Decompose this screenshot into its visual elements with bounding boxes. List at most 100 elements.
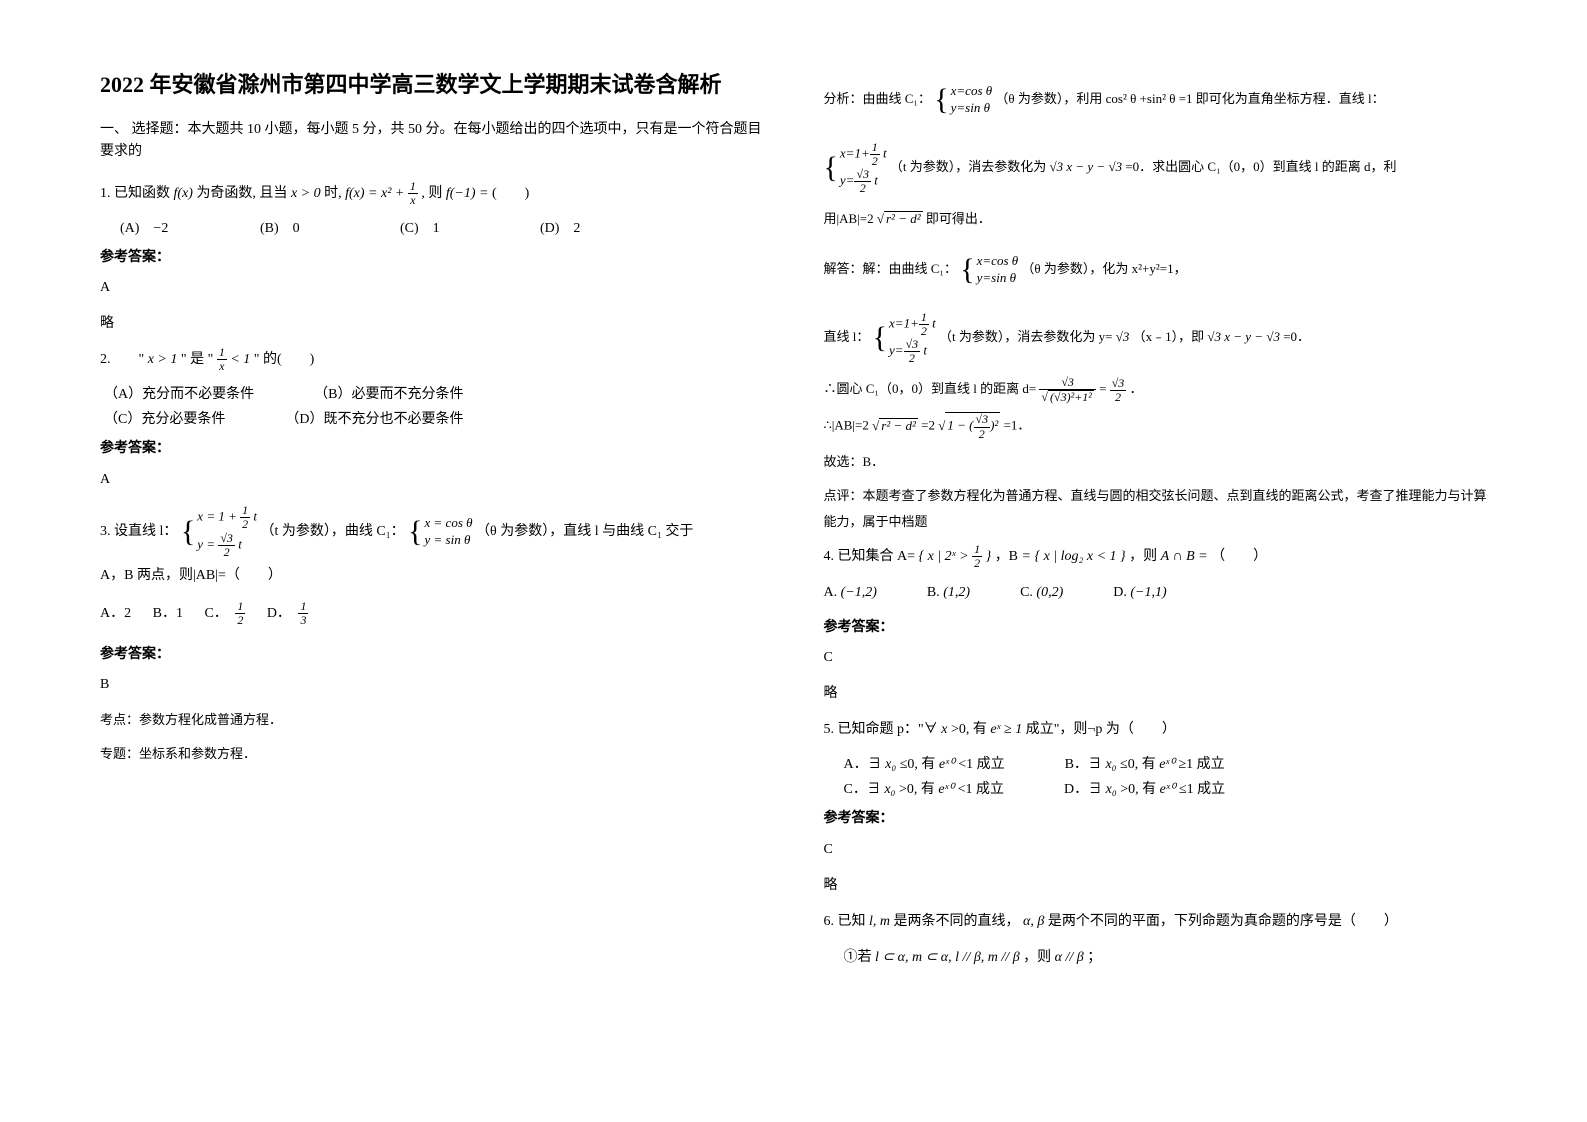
q6-sub1: ①若 l ⊂ α, m ⊂ α, l // β, m // β ，则 α // …: [844, 944, 1488, 972]
q5-optC: >0, 有: [899, 782, 935, 797]
q1-text: ( ): [492, 186, 529, 201]
q1-optB: (B) 0: [260, 216, 360, 241]
ex: eˣ⁰: [1159, 757, 1175, 772]
q2-text: " 是 ": [181, 352, 213, 367]
page-title: 2022 年安徽省滁州市第四中学高三数学文上学期期末试卷含解析: [100, 70, 764, 101]
sqrt3: √3: [1116, 329, 1130, 344]
q2-frac: 1x < 1: [217, 352, 250, 367]
ex: eˣ⁰: [938, 782, 954, 797]
text: =0．: [1283, 329, 1310, 344]
curve-param: x=cos θ y=sin θ: [934, 70, 992, 130]
text: ∴|AB|=2: [824, 418, 869, 433]
q4-text: （ ）: [1211, 549, 1267, 564]
analysis-p2: x=1+12 t y=√32 t （t 为参数），消去参数化为 √3 x − y…: [824, 138, 1488, 198]
analysis-p4: 解答：解：由曲线 C₁： x=cos θ y=sin θ （θ 为参数），化为 …: [824, 240, 1488, 300]
answer-label: 参考答案：: [100, 436, 764, 461]
q5-optB: ≥1 成立: [1179, 757, 1225, 772]
text: 解答：解：由曲线 C₁：: [824, 261, 957, 276]
curve-param: x=cos θ y=sin θ: [960, 240, 1018, 300]
analysis-p7: ∴|AB|=2 √r² − d² =2 √1 − (√32)² =1．: [824, 412, 1488, 440]
answer-label: 参考答案：: [100, 642, 764, 667]
q5-optB: B．∃: [1065, 757, 1102, 772]
text: （t 为参数），消去参数化为: [890, 159, 1046, 174]
q4-optB: (1,2): [943, 585, 970, 600]
q5-optD: >0, 有: [1120, 782, 1156, 797]
q6-text: 6. 已知: [824, 914, 866, 929]
answer-label: 参考答案：: [824, 806, 1488, 831]
analysis-p9: 点评：本题考查了参数方程化为普通方程、直线与圆的相交弦长问题、点到直线的距离公式…: [824, 483, 1488, 535]
q5-var: x: [941, 722, 951, 737]
q3-optD-pre: D．: [267, 606, 291, 621]
eq: √3 x − y − √3: [1207, 329, 1280, 344]
q1-optC: (C) 1: [400, 216, 500, 241]
question-3: 3. 设直线 l： x = 1 + 12 t y = √32 t （t 为参数）…: [100, 502, 764, 590]
q5-optC: <1 成立: [958, 782, 1004, 797]
q3-optC: 12: [235, 600, 245, 627]
section-heading: 一、 选择题：本大题共 10 小题，每小题 5 分，共 50 分。在每小题给出的…: [100, 119, 764, 164]
q3-optB: B．1: [153, 606, 183, 621]
q5-optD: D．∃: [1064, 782, 1102, 797]
text: =0．求出圆心 C₁（0，0）到直线 l 的距离 d，利: [1125, 159, 1396, 174]
q3-text: （θ 为参数），直线 l 与曲线 C₁ 交于: [476, 524, 693, 539]
q1-fx: f(x): [174, 186, 193, 201]
text: =2: [921, 418, 935, 433]
question-2: 2. " x > 1 " 是 " 1x < 1 " 的( ): [100, 346, 764, 374]
q4-answer: C: [824, 644, 1488, 672]
line-param: x=1+12 t y=√32 t: [824, 138, 887, 198]
sqrt: √r² − d²: [877, 211, 923, 226]
q3-note2: 专题：坐标系和参数方程．: [100, 741, 764, 767]
sqrt: √r² − d²: [872, 418, 918, 433]
q2-optB: （B）必要而不充分条件: [314, 382, 463, 407]
q2-text: 2. ": [100, 352, 144, 367]
q4-text: ，B: [995, 549, 1018, 564]
q1-cond: x > 0: [291, 186, 324, 201]
q4-optA: (−1,2): [841, 585, 877, 600]
q4-optB-pre: B.: [927, 585, 940, 600]
text: =1．: [1004, 418, 1031, 433]
q1-text: 1. 已知函数: [100, 186, 170, 201]
q1-optD: (D) 2: [540, 216, 640, 241]
q2-optA: （A）充分而不必要条件: [104, 382, 254, 407]
q2-text: " 的( ): [254, 352, 315, 367]
q6-sub-text: ①若: [844, 950, 872, 965]
q6-cond: l ⊂ α, m ⊂ α, l // β, m // β: [875, 950, 1023, 965]
q5-answer: C: [824, 836, 1488, 864]
answer-label: 参考答案：: [824, 615, 1488, 640]
q5-optA: A．∃: [844, 757, 882, 772]
q4-setA: { x | 2ˣ > 12 }: [919, 549, 992, 564]
q3-optC-pre: C．: [204, 606, 227, 621]
q4-options: A. (−1,2) B. (1,2) C. (0,2) D. (−1,1): [824, 579, 1488, 607]
q4-optC-pre: C.: [1020, 585, 1033, 600]
q5-note: 略: [824, 872, 1488, 900]
q4-inter: A ∩ B =: [1161, 549, 1211, 564]
ex: eˣ⁰: [939, 757, 955, 772]
q4-optC: (0,2): [1036, 585, 1063, 600]
q3-optD: 13: [298, 600, 308, 627]
q1-eq: f(x) = x² + 1x: [345, 186, 418, 201]
q3-note1: 考点：参数方程化成普通方程．: [100, 707, 764, 733]
var: x₀: [1105, 757, 1116, 772]
q4-text: ，则: [1129, 549, 1157, 564]
q1-text: , 则: [421, 186, 442, 201]
dist-frac: √3 √(√3)²+1²: [1039, 376, 1095, 404]
text: （t 为参数），消去参数化为 y=: [939, 329, 1112, 344]
q6-lm: l, m: [869, 914, 894, 929]
q3-text: A，B 两点，则|AB|=（ ）: [100, 562, 764, 590]
q1-f-1: f(−1) =: [446, 186, 492, 201]
q6-sub-text: ，则: [1023, 950, 1051, 965]
q2-ineq: x > 1: [148, 352, 178, 367]
text: （θ 为参数），利用 cos² θ +sin² θ =1 即可化为直角坐标方程．…: [995, 91, 1384, 106]
q2-answer: A: [100, 466, 764, 494]
question-6: 6. 已知 l, m 是两条不同的直线， α, β 是两个不同的平面，下列命题为…: [824, 908, 1488, 936]
q3-curve-param: x = cos θ y = sin θ: [408, 502, 472, 562]
line-param: x=1+12 t y=√32 t: [873, 308, 936, 368]
q1-options: (A) −2 (B) 0 (C) 1 (D) 2: [120, 216, 764, 241]
text: ．: [1130, 381, 1143, 396]
q6-concl: α // β: [1055, 950, 1088, 965]
text: （x﹣1），即: [1133, 329, 1205, 344]
q4-optD-pre: D.: [1113, 585, 1127, 600]
q6-ab: α, β: [1023, 914, 1048, 929]
q2-optC: （C）充分必要条件: [104, 407, 225, 432]
q5-optA: <1 成立: [958, 757, 1004, 772]
ex: eˣ⁰: [1160, 782, 1176, 797]
